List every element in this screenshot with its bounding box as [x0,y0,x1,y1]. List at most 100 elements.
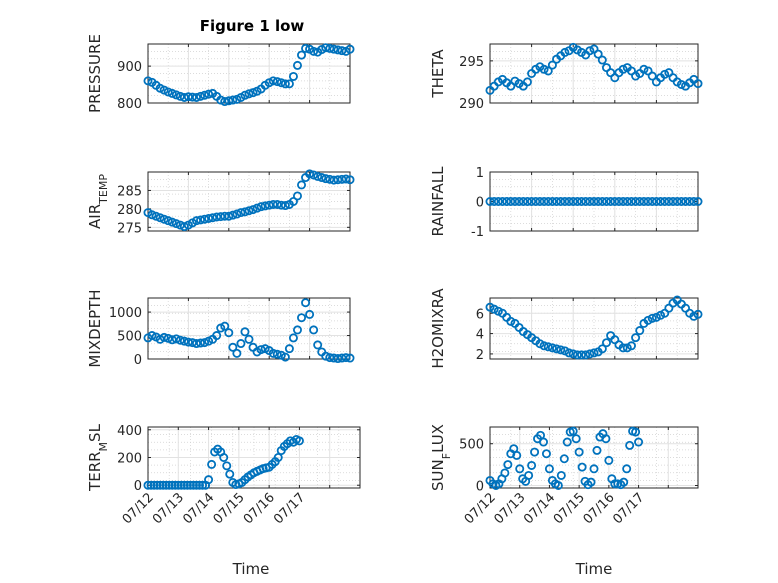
data-point [191,339,201,349]
data-point [531,196,541,206]
data-point [288,333,298,343]
y-tick-label: 295 [459,55,484,70]
data-point [597,55,607,65]
data-point [585,46,595,56]
data-point [220,321,230,331]
data-point [589,348,599,358]
data-point [159,214,169,224]
series-terr_msl [143,434,304,490]
data-point [147,210,157,220]
data-point [552,196,562,206]
data-point [183,92,193,102]
data-point [240,90,250,100]
data-point [553,480,563,490]
y-axis-label: TERRMSL [86,423,110,492]
data-point [660,69,670,79]
data-point [224,328,234,338]
data-point [185,480,195,490]
data-point [204,89,214,99]
x-tick-label: 07/16 [581,490,618,527]
data-point [256,345,266,355]
data-point [167,335,177,345]
data-point [564,196,574,206]
data-point [268,76,278,86]
data-point [693,309,703,319]
data-point [601,434,611,444]
data-point [158,480,168,490]
data-point [592,445,602,455]
data-point [236,339,246,349]
data-point [589,196,599,206]
data-point [493,196,503,206]
data-point [149,480,159,490]
data-point [556,196,566,206]
data-point [556,345,566,355]
data-point [660,196,670,206]
data-point [176,480,186,490]
data-point [272,199,282,209]
data-point [610,196,620,206]
data-point [672,196,682,206]
data-point [208,213,218,223]
data-point [568,349,578,359]
data-point [309,46,319,56]
x-axis-label-right: Time [575,560,613,578]
data-point [522,77,532,87]
data-point [155,213,165,223]
data-point [345,353,355,363]
data-point [538,437,548,447]
data-point [228,95,238,105]
axes-box [147,171,351,232]
data-point [593,49,603,59]
data-point [552,344,562,354]
data-point [297,313,307,323]
data-point [626,341,636,351]
data-point [292,60,302,70]
data-point [248,88,258,98]
data-point [634,437,644,447]
data-point [577,350,587,360]
data-point [264,200,274,210]
data-point [647,313,657,323]
data-point [512,450,522,460]
data-point [309,325,319,335]
y-axis-label: MIXDEPTH [86,289,104,367]
data-point [297,180,307,190]
data-point [301,298,311,308]
series-rainfall [485,196,703,206]
data-point [313,171,323,181]
data-point [689,196,699,206]
axes-box [489,43,699,104]
data-point [333,175,343,185]
y-tick-label: 500 [117,330,142,345]
subplot-pressure: 800 900 PRESSURE [86,34,355,113]
data-point [317,173,327,183]
data-point [196,91,206,101]
subplot-rainfall: -1 0 1 RAINFALL [429,166,703,240]
data-point [568,196,578,206]
data-point [541,449,551,459]
data-point [204,213,214,223]
data-point [163,87,173,97]
axes-box [489,297,699,360]
x-tick-label: 07/17 [610,490,647,527]
data-point [187,338,197,348]
axes-box [147,297,351,360]
data-point [268,199,278,209]
data-point [489,196,499,206]
data-point [585,349,595,359]
data-point [167,217,177,227]
y-tick-label: 500 [459,438,484,453]
data-point [585,196,595,206]
data-point [535,196,545,206]
figure-title: Figure 1 low [200,17,305,35]
data-point [143,480,153,490]
data-point [155,480,165,490]
data-point [292,325,302,335]
data-point [524,470,534,480]
y-tick-label: -1 [471,225,484,240]
y-tick-label: 900 [117,60,142,75]
data-point [260,201,270,211]
data-point [622,464,632,474]
data-point [268,348,278,358]
